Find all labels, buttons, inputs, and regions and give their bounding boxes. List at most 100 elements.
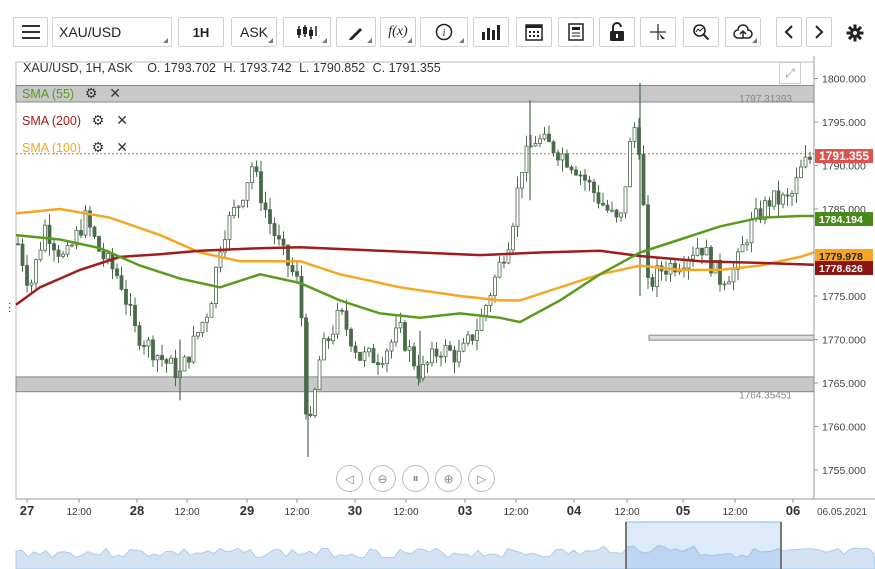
calendar-button[interactable] xyxy=(516,17,552,47)
lock-button[interactable] xyxy=(599,17,635,47)
candle-body xyxy=(245,182,250,201)
zoom-button[interactable] xyxy=(683,17,719,47)
expand-button[interactable]: ⤢ xyxy=(779,62,801,84)
y-tick-label: 1795.000 xyxy=(822,117,866,129)
candle-body xyxy=(205,316,209,323)
indicator-button[interactable]: f(x) xyxy=(380,17,416,47)
candle-body xyxy=(785,194,790,197)
candle-body xyxy=(776,190,781,205)
candle-body xyxy=(187,356,191,363)
gear-icon[interactable]: ⚙ xyxy=(91,139,105,155)
close-icon[interactable]: ✕ xyxy=(116,139,128,155)
zoom-icon xyxy=(693,24,710,41)
candle-body xyxy=(448,345,452,351)
candle-body xyxy=(547,133,551,143)
candle-body xyxy=(569,166,574,171)
candle-body xyxy=(106,253,110,260)
candle-body xyxy=(326,338,331,342)
candle-body xyxy=(25,265,29,286)
candle-body xyxy=(281,238,286,246)
candle-body xyxy=(286,244,290,266)
news-button[interactable] xyxy=(558,17,594,47)
sr-band xyxy=(15,84,815,103)
close-icon[interactable]: ✕ xyxy=(109,85,121,101)
zoom-out-icon[interactable]: ⊖ xyxy=(369,465,396,492)
candle-body xyxy=(619,212,623,218)
timeframe-select[interactable]: 1H xyxy=(178,17,224,47)
sma-200-line xyxy=(15,246,815,306)
candle-body xyxy=(731,269,736,283)
next-button[interactable] xyxy=(806,17,832,47)
symbol-value: XAU/USD xyxy=(59,24,122,40)
x-tick-label: 27 xyxy=(20,503,34,518)
close-value: C. 1791.355 xyxy=(372,61,441,75)
candle-body xyxy=(155,355,160,361)
candle-body xyxy=(457,350,461,363)
scroll-right-icon[interactable]: ▷ xyxy=(468,465,495,492)
candle-body xyxy=(137,325,142,346)
settings-button[interactable] xyxy=(846,24,864,47)
scroll-left-icon[interactable]: ◁ xyxy=(336,465,363,492)
reset-icon[interactable]: ⏸ xyxy=(402,465,429,492)
toolbar: XAU/USD 1H ASK f(x) i xyxy=(0,0,875,56)
candle-body xyxy=(587,179,592,183)
candle-body xyxy=(101,250,106,260)
candle-body xyxy=(52,243,56,251)
zoom-in-icon[interactable]: ⊕ xyxy=(435,465,462,492)
draw-icon xyxy=(349,28,362,40)
price-tag-label: 1784.194 xyxy=(819,214,863,226)
x-tick-label: 12:00 xyxy=(393,507,418,518)
drag-handle-icon[interactable]: · · · xyxy=(8,298,12,317)
price-type-select[interactable]: ASK xyxy=(231,17,277,47)
news-icon xyxy=(568,23,584,41)
candle-body xyxy=(650,277,655,287)
candle-body xyxy=(740,244,745,253)
candle-body xyxy=(565,153,569,168)
price-tag xyxy=(815,261,873,275)
candle-body xyxy=(133,304,137,327)
gear-icon[interactable]: ⚙ xyxy=(84,85,98,101)
candle-body xyxy=(493,276,497,297)
candle-body xyxy=(290,264,295,273)
legend-sma-100: SMA (100) ⚙ ✕ xyxy=(22,139,139,156)
candle-body xyxy=(421,363,425,379)
candle-body xyxy=(200,321,205,334)
price-type-value: ASK xyxy=(239,24,268,40)
candle-body xyxy=(74,230,79,246)
symbol-select[interactable]: XAU/USD xyxy=(52,17,172,47)
candle-body xyxy=(56,249,61,257)
candle-body xyxy=(250,166,254,184)
legend-label: SMA (200) xyxy=(22,113,82,128)
candle-body xyxy=(704,247,709,256)
gear-icon[interactable]: ⚙ xyxy=(91,112,105,128)
candle-body xyxy=(268,209,272,224)
menu-button[interactable] xyxy=(13,17,48,47)
chart-type-icon xyxy=(297,25,317,39)
candle-body xyxy=(254,166,259,173)
candle-body xyxy=(169,357,173,364)
prev-button[interactable] xyxy=(776,17,802,47)
timeframe-value: 1H xyxy=(192,24,210,40)
candle-body xyxy=(70,244,74,247)
candle-body xyxy=(232,206,236,217)
close-icon[interactable]: ✕ xyxy=(116,112,128,128)
crosshair-button[interactable] xyxy=(640,17,676,47)
y-tick-label: 1800.000 xyxy=(822,74,866,86)
candle-body xyxy=(358,351,362,361)
draw-button[interactable] xyxy=(336,17,376,47)
candle-body xyxy=(362,351,367,361)
x-tick-label: 03 xyxy=(458,503,472,518)
upload-button[interactable] xyxy=(725,17,761,47)
candle-body xyxy=(398,322,403,329)
chart-type-button[interactable] xyxy=(283,17,331,47)
candle-body xyxy=(713,259,718,274)
candle-body xyxy=(34,259,38,284)
candle-body xyxy=(610,209,614,212)
info-button[interactable]: i xyxy=(420,17,468,47)
candle-body xyxy=(515,187,520,227)
volume-button[interactable] xyxy=(473,17,509,47)
candle-body xyxy=(736,251,740,270)
crosshair-icon xyxy=(650,24,666,40)
x-tick-label: 12:00 xyxy=(722,507,747,518)
